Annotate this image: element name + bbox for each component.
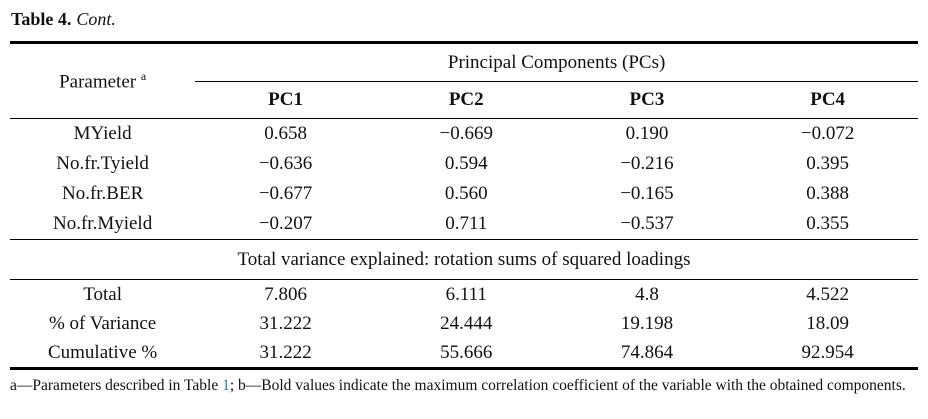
loading-cell: 0.658 bbox=[264, 123, 307, 144]
loading-cell: −0.636 bbox=[258, 153, 313, 174]
section-divider-row: Total variance explained: rotation sums … bbox=[10, 239, 918, 280]
variance-cell: 19.198 bbox=[620, 312, 674, 334]
loading-cell: 0.560 bbox=[444, 183, 488, 204]
pc1-column-header: PC1 bbox=[195, 81, 376, 119]
variance-cell: 7.806 bbox=[264, 283, 307, 305]
parameter-header-superscript: a bbox=[140, 68, 147, 83]
loading-cell: −0.669 bbox=[439, 123, 493, 144]
variance-cell: 31.222 bbox=[259, 312, 312, 334]
loading-row: No.fr.Tyield −0.636 0.594 −0.216 0.395 bbox=[10, 149, 918, 179]
loading-cell: −0.165 bbox=[620, 183, 674, 204]
loading-cell: 0.711 bbox=[445, 213, 488, 234]
loading-row: MYield 0.658 −0.669 0.190 −0.072 bbox=[10, 119, 918, 150]
pc-header-row: PC1 PC2 PC3 PC4 bbox=[10, 81, 918, 119]
loading-cell: −0.207 bbox=[258, 213, 313, 234]
parameter-cell: No.fr.BER bbox=[61, 183, 144, 204]
variance-cell: 4.522 bbox=[806, 283, 850, 305]
loading-cell: 0.395 bbox=[806, 153, 850, 174]
loading-cell: 0.190 bbox=[625, 123, 669, 144]
pca-table: Parameter a Principal Components (PCs) P… bbox=[10, 41, 918, 370]
parameter-cell: No.fr.Tyield bbox=[56, 153, 149, 174]
loading-cell: 0.388 bbox=[806, 183, 850, 204]
variance-row-label: Total bbox=[83, 283, 122, 305]
loading-cell: −0.072 bbox=[800, 123, 855, 144]
loading-cell: −0.216 bbox=[620, 153, 674, 174]
loading-cell: 0.594 bbox=[444, 153, 488, 174]
parameter-cell: No.fr.Myield bbox=[53, 213, 153, 234]
variance-row-label: % of Variance bbox=[48, 312, 157, 334]
variance-cell: 31.222 bbox=[259, 341, 312, 363]
pc3-column-header: PC3 bbox=[556, 81, 738, 119]
variance-cell: 6.111 bbox=[445, 283, 487, 305]
variance-row: Total 7.806 6.111 4.8 4.522 bbox=[10, 280, 918, 310]
variance-cell: 92.954 bbox=[801, 341, 854, 363]
loading-row: No.fr.BER −0.677 0.560 −0.165 0.388 bbox=[10, 179, 918, 209]
loading-cell: −0.537 bbox=[620, 213, 674, 234]
footnote-text-suffix: ; b—Bold values indicate the maximum cor… bbox=[229, 377, 906, 394]
footnote-text-prefix: a—Parameters described in Table bbox=[10, 377, 223, 394]
parameter-cell: MYield bbox=[73, 123, 132, 144]
table-caption-label: Table 4. bbox=[11, 9, 72, 29]
variance-cell: 18.09 bbox=[806, 312, 850, 334]
table-caption: Table 4. Cont. bbox=[11, 9, 918, 30]
pc4-column-header: PC4 bbox=[737, 81, 918, 119]
section-divider-label: Total variance explained: rotation sums … bbox=[10, 239, 918, 280]
parameter-column-header: Parameter a bbox=[10, 42, 196, 119]
parameter-header-label: Parameter bbox=[59, 71, 137, 93]
variance-cell: 4.8 bbox=[635, 283, 659, 305]
variance-cell: 55.666 bbox=[440, 341, 493, 363]
variance-row: Cumulative % 31.222 55.666 74.864 92.954 bbox=[10, 338, 918, 369]
variance-row: % of Variance 31.222 24.444 19.198 18.09 bbox=[10, 309, 918, 338]
pcs-group-header: Principal Components (PCs) bbox=[195, 42, 918, 82]
table-footnote: a—Parameters described in Table 1; b—Bol… bbox=[10, 375, 918, 396]
loading-cell: −0.677 bbox=[258, 183, 313, 204]
variance-row-label: Cumulative % bbox=[47, 341, 158, 363]
group-header-row: Parameter a Principal Components (PCs) bbox=[10, 42, 918, 119]
pc2-column-header: PC2 bbox=[375, 81, 557, 119]
variance-cell: 74.864 bbox=[620, 341, 674, 363]
variance-cell: 24.444 bbox=[440, 312, 493, 334]
loading-row: No.fr.Myield −0.207 0.711 −0.537 0.355 bbox=[10, 209, 918, 240]
table-caption-cont: Cont. bbox=[76, 9, 116, 29]
loading-cell: 0.355 bbox=[806, 213, 850, 234]
table-1-link[interactable]: 1 bbox=[222, 377, 230, 394]
